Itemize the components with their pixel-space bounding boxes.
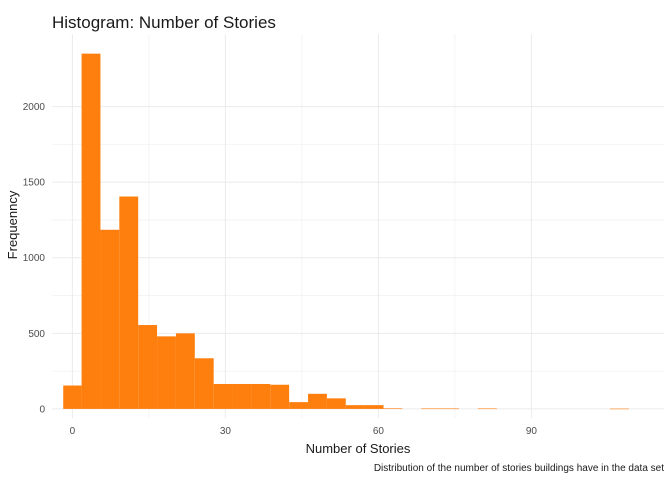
- histogram-bar: [609, 408, 629, 410]
- chart-caption: Distribution of the number of stories bu…: [374, 463, 664, 474]
- x-tick-label: 30: [220, 426, 232, 437]
- histogram-bar: [364, 405, 384, 409]
- y-tick-label: 500: [28, 329, 45, 340]
- histogram-bar: [194, 358, 214, 409]
- histogram-bar: [345, 405, 365, 409]
- x-tick-label: 60: [373, 426, 385, 437]
- histogram-bar: [138, 325, 158, 409]
- histogram-bar: [213, 383, 233, 409]
- histogram-bar: [326, 398, 346, 409]
- histogram-bar: [477, 408, 497, 410]
- histogram-bar: [421, 408, 441, 410]
- y-tick-label: 0: [39, 404, 45, 415]
- y-tick-label: 1000: [23, 253, 46, 264]
- histogram-bar: [251, 383, 271, 409]
- tick-labels: 0 30 60 90 0 500 1000 1500 2000: [23, 102, 538, 437]
- histogram-bar: [175, 333, 195, 409]
- histogram-bar: [232, 383, 252, 409]
- histogram-bar: [383, 408, 403, 409]
- x-tick-label: 90: [526, 426, 538, 437]
- chart-title: Histogram: Number of Stories: [52, 13, 276, 32]
- histogram-bar: [270, 384, 290, 409]
- histogram-bar: [63, 385, 82, 409]
- histogram-bar: [81, 53, 101, 409]
- histogram-bar: [289, 402, 309, 409]
- histogram-bar: [157, 336, 176, 409]
- y-axis-title: Frequenncy: [5, 190, 20, 259]
- histogram-bars: [63, 53, 629, 410]
- y-tick-label: 1500: [23, 178, 46, 189]
- y-tick-label: 2000: [23, 102, 46, 113]
- histogram-bar: [440, 408, 459, 410]
- histogram-bar: [119, 196, 139, 409]
- x-axis-title: Number of Stories: [306, 441, 411, 456]
- x-tick-label: 0: [70, 426, 76, 437]
- histogram-bar: [308, 393, 327, 409]
- histogram-bar: [100, 229, 120, 409]
